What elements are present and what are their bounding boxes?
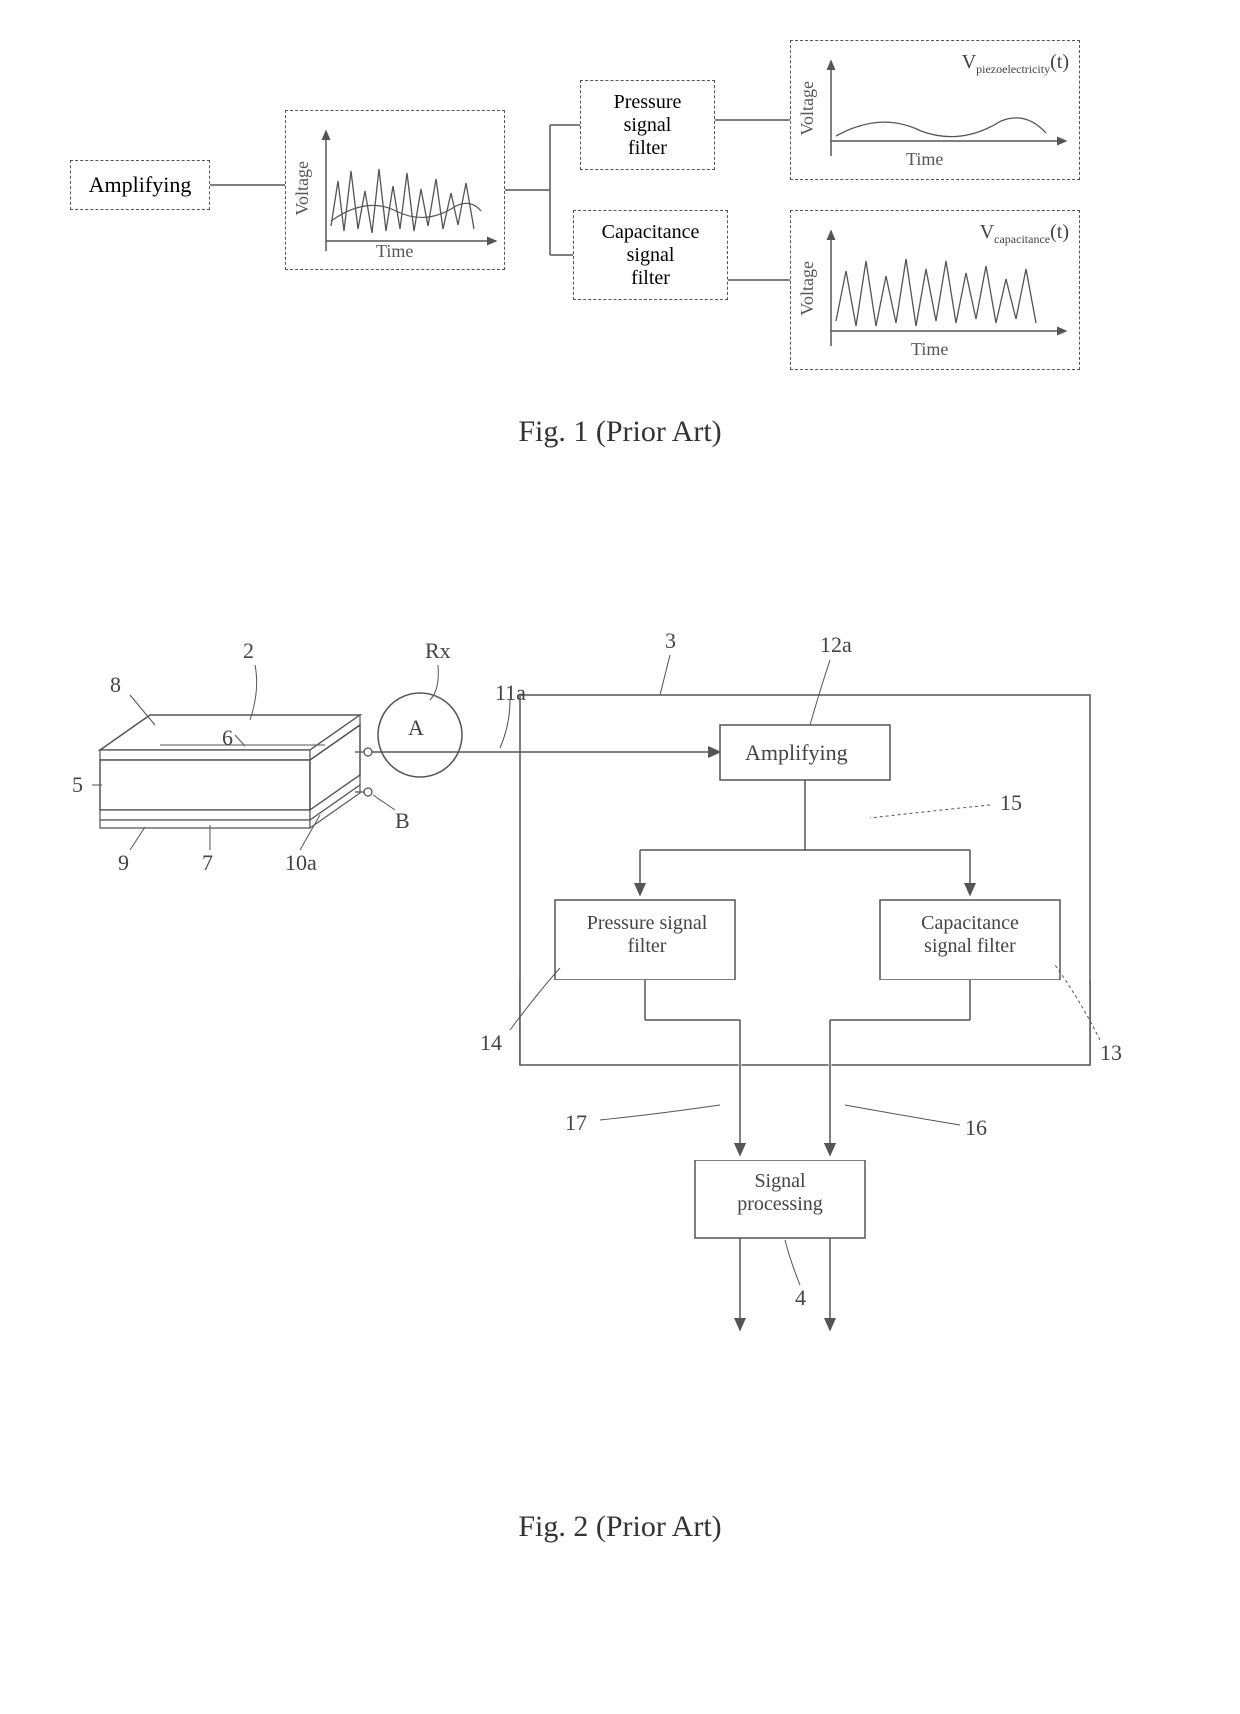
- fig2-pressure-filter-label: Pressure signal filter: [572, 912, 722, 958]
- fig2-amplifying-label: Amplifying: [745, 740, 848, 766]
- fig2-ref-13: 13: [1100, 1040, 1122, 1066]
- fig2-ref-A: A: [408, 715, 424, 741]
- fig2-ref-16: 16: [965, 1115, 987, 1141]
- fig1-caption: Fig. 1 (Prior Art): [0, 415, 1240, 449]
- fig1-connectors: [0, 0, 1240, 420]
- fig2-capacitance-filter-label: Capacitance signal filter: [895, 912, 1045, 958]
- fig2-ref-14: 14: [480, 1030, 502, 1056]
- fig2-ref-4: 4: [795, 1285, 806, 1311]
- page: Amplifying Voltage Time Pressure signal …: [0, 0, 1240, 1714]
- fig2-ref-7: 7: [202, 850, 213, 876]
- fig2-ref-B: B: [395, 808, 410, 834]
- fig2-ref-17: 17: [565, 1110, 587, 1136]
- fig2-svg: [0, 560, 1240, 1460]
- fig2-ref-2: 2: [243, 638, 254, 664]
- fig2-ref-Rx: Rx: [425, 638, 451, 664]
- fig2-ref-3: 3: [665, 628, 676, 654]
- fig2-ref-9: 9: [118, 850, 129, 876]
- fig2-ref-6: 6: [222, 725, 233, 751]
- fig2-ref-12a: 12a: [820, 632, 852, 658]
- fig2-ref-8: 8: [110, 672, 121, 698]
- fig2-caption: Fig. 2 (Prior Art): [0, 1510, 1240, 1544]
- fig2-ref-11a: 11a: [495, 680, 526, 706]
- fig2-ref-10a: 10a: [285, 850, 317, 876]
- fig2-ref-5: 5: [72, 772, 83, 798]
- fig2-signal-processing-label: Signal processing: [710, 1170, 850, 1216]
- fig2-ref-15: 15: [1000, 790, 1022, 816]
